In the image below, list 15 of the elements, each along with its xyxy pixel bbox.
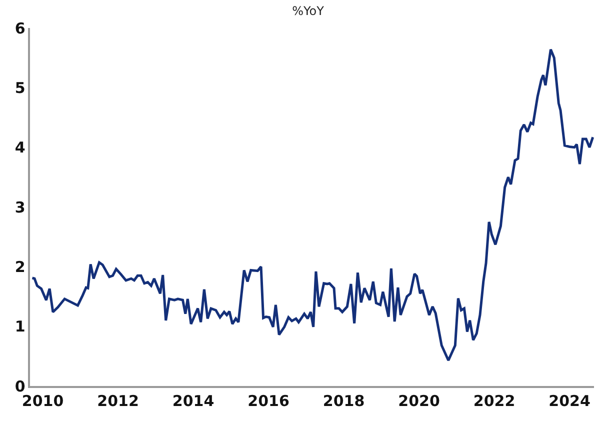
y-tick-label: 3 — [14, 198, 26, 216]
y-tick-label: 2 — [14, 258, 26, 276]
line-series — [31, 48, 594, 362]
chart-title: %YoY — [292, 4, 325, 18]
x-tick-label: 2014 — [172, 392, 214, 410]
x-tick-label: 2020 — [398, 392, 440, 410]
x-tick-label: 2012 — [97, 392, 139, 410]
y-tick-label: 6 — [14, 19, 26, 38]
y-tick-label: 5 — [14, 78, 26, 97]
x-tick-label: 2024 — [548, 392, 590, 410]
y-tick-label: 4 — [14, 138, 26, 157]
x-tick-label: 2016 — [248, 392, 290, 410]
x-tick-label: 2018 — [322, 392, 365, 410]
y-tick-label: 1 — [14, 318, 26, 336]
x-tick-label: 2022 — [473, 392, 516, 410]
